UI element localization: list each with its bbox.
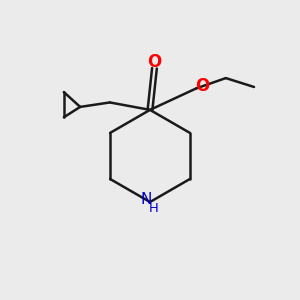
Text: N: N [141,191,152,206]
Text: O: O [196,77,210,95]
Text: O: O [147,53,162,71]
Text: H: H [149,202,158,215]
